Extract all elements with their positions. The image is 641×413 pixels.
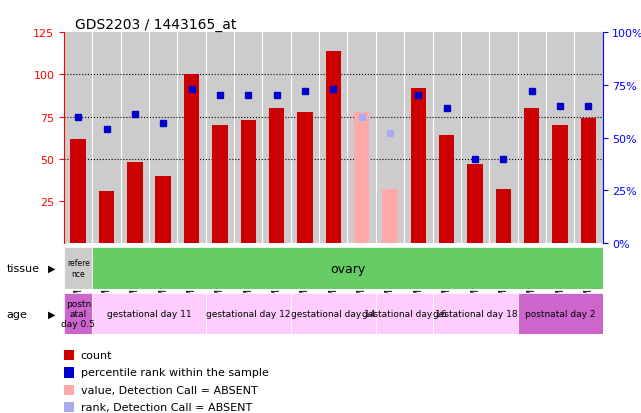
Text: gestational day 14: gestational day 14 bbox=[291, 309, 376, 318]
Bar bbox=[467, 164, 483, 244]
Text: gestational day 11: gestational day 11 bbox=[107, 309, 192, 318]
Bar bbox=[326, 52, 341, 244]
Bar bbox=[553, 126, 568, 244]
Bar bbox=[156, 176, 171, 244]
Bar bbox=[524, 109, 540, 244]
Bar bbox=[376, 293, 433, 335]
Bar bbox=[206, 293, 291, 335]
Text: rank, Detection Call = ABSENT: rank, Detection Call = ABSENT bbox=[81, 402, 252, 412]
Bar bbox=[495, 190, 511, 244]
Text: refere
nce: refere nce bbox=[67, 259, 90, 278]
Bar bbox=[240, 121, 256, 244]
Bar bbox=[212, 126, 228, 244]
Bar bbox=[410, 89, 426, 244]
Bar bbox=[439, 136, 454, 244]
Text: postnatal day 2: postnatal day 2 bbox=[525, 309, 595, 318]
Bar bbox=[64, 293, 92, 335]
Bar bbox=[269, 109, 285, 244]
Text: gestational day 16: gestational day 16 bbox=[362, 309, 447, 318]
Bar bbox=[581, 119, 596, 244]
Bar bbox=[71, 139, 86, 244]
Bar bbox=[382, 190, 398, 244]
Text: gestational day 18: gestational day 18 bbox=[433, 309, 517, 318]
Text: ▶: ▶ bbox=[48, 263, 56, 273]
Bar bbox=[291, 293, 376, 335]
Text: ▶: ▶ bbox=[48, 309, 56, 319]
Bar bbox=[127, 163, 143, 244]
Text: tissue: tissue bbox=[6, 263, 39, 273]
Text: GDS2203 / 1443165_at: GDS2203 / 1443165_at bbox=[75, 18, 237, 32]
Text: ovary: ovary bbox=[330, 262, 365, 275]
Bar bbox=[354, 112, 369, 244]
Text: age: age bbox=[6, 309, 28, 319]
Text: percentile rank within the sample: percentile rank within the sample bbox=[81, 368, 269, 377]
Bar bbox=[517, 293, 603, 335]
Text: postn
atal
day 0.5: postn atal day 0.5 bbox=[62, 300, 96, 328]
Bar bbox=[433, 293, 517, 335]
Bar bbox=[92, 293, 206, 335]
Text: value, Detection Call = ABSENT: value, Detection Call = ABSENT bbox=[81, 385, 258, 395]
Bar bbox=[99, 192, 114, 244]
Bar bbox=[297, 112, 313, 244]
Text: gestational day 12: gestational day 12 bbox=[206, 309, 290, 318]
Bar bbox=[184, 75, 199, 244]
Bar bbox=[64, 248, 92, 289]
Text: count: count bbox=[81, 350, 112, 360]
